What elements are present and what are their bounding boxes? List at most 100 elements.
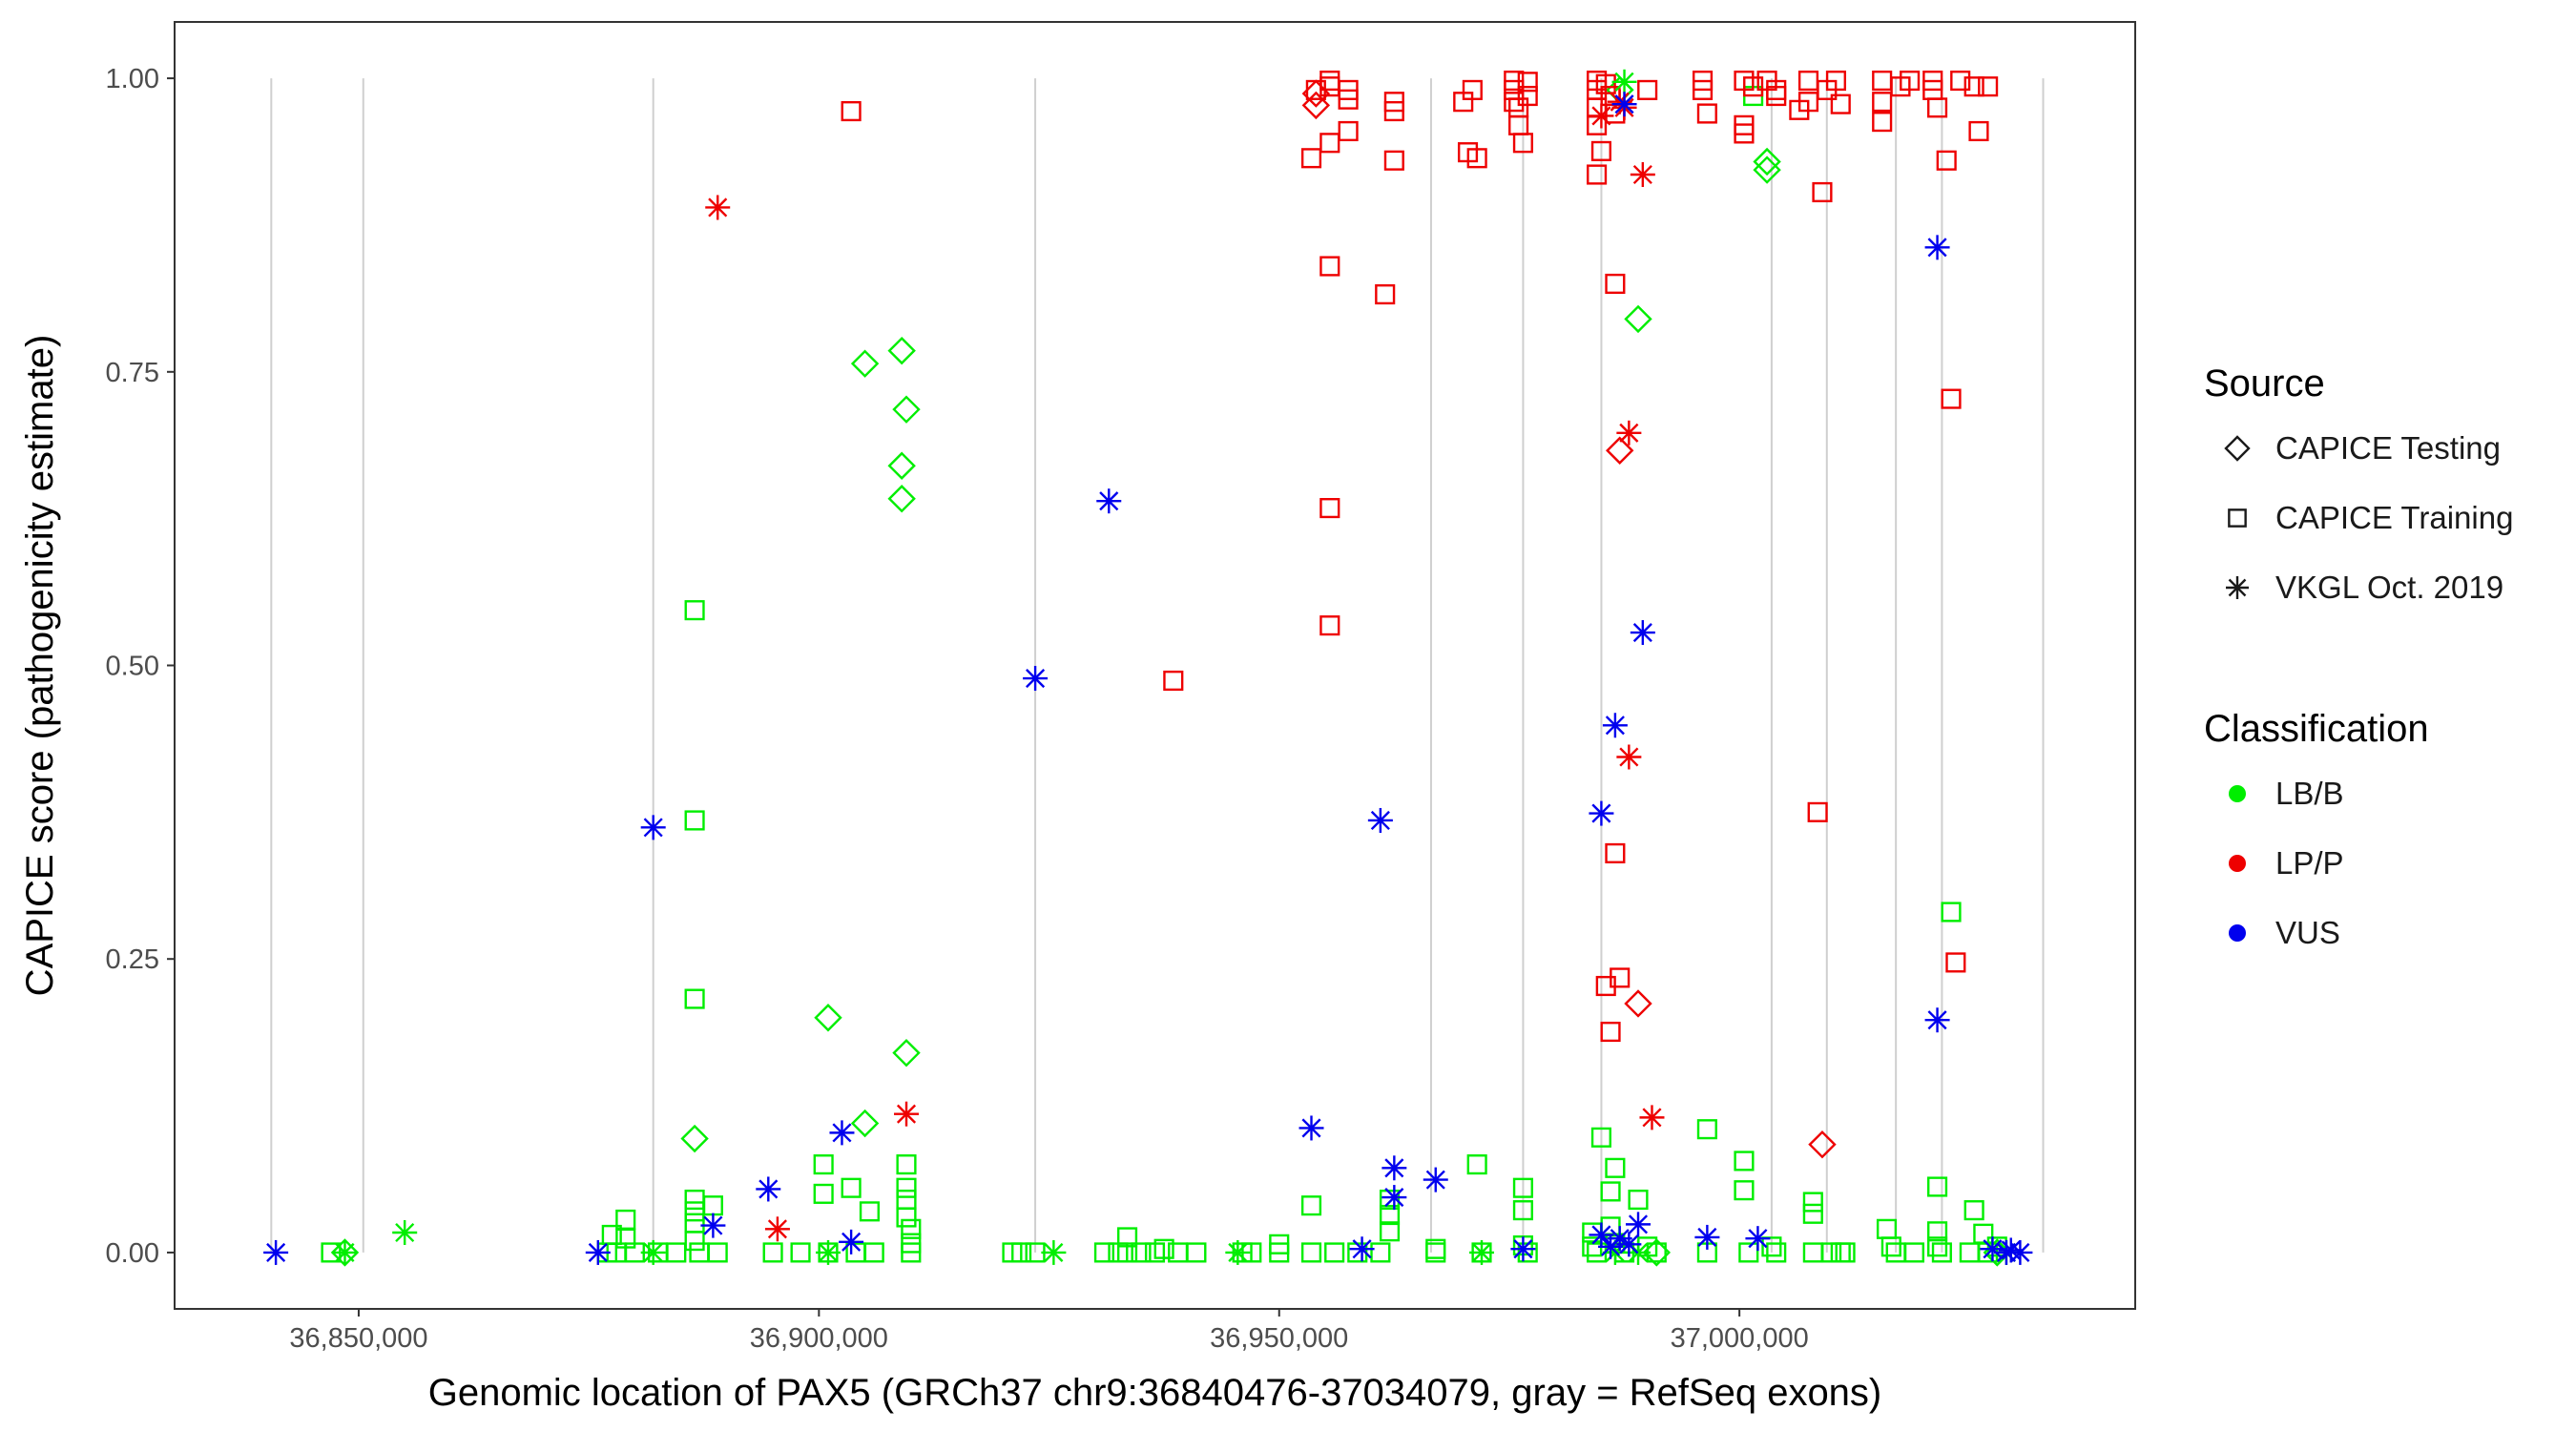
x-tick-label: 37,000,000: [1671, 1323, 1809, 1354]
data-point: [1517, 85, 1538, 107]
marker-square: [1766, 85, 1787, 107]
marker-square: [1941, 902, 1962, 923]
marker-square: [1466, 1154, 1487, 1175]
data-point: [1696, 103, 1717, 124]
data-point: [1696, 1119, 1717, 1140]
marker-asterisk-stroke: [1384, 1188, 1404, 1208]
marker-square: [1950, 70, 1971, 92]
data-point: [1300, 148, 1322, 169]
marker-asterisk-stroke: [1591, 803, 1611, 823]
marker-square: [896, 1154, 917, 1175]
marker-asterisk-stroke: [1614, 94, 1634, 114]
data-point: [1941, 902, 1962, 923]
marker-square: [1338, 120, 1359, 142]
data-point: [1694, 1224, 1720, 1250]
marker-diamond: [1606, 436, 1634, 465]
marker-square: [684, 1231, 705, 1252]
marker-square: [1830, 93, 1851, 114]
data-point: [1153, 1238, 1174, 1259]
marker-square: [1300, 1242, 1322, 1263]
marker-square: [1590, 140, 1611, 161]
data-point: [1186, 1242, 1207, 1263]
data-point: [901, 1242, 922, 1263]
data-point: [1605, 273, 1626, 295]
data-point: [1766, 85, 1787, 107]
marker-asterisk-stroke: [1471, 1242, 1492, 1262]
series-asterisk: [263, 92, 2033, 1265]
marker-square: [1802, 1192, 1823, 1213]
data-point: [863, 1242, 884, 1263]
marker-square: [1116, 1242, 1138, 1263]
marker-asterisk-stroke: [1927, 238, 1947, 258]
marker-square: [2228, 508, 2247, 528]
marker-square: [1978, 76, 1999, 97]
marker-square: [1738, 1242, 1759, 1263]
marker-square: [1734, 123, 1755, 144]
marker-asterisk-stroke: [1591, 106, 1611, 126]
data-point: [666, 1242, 687, 1263]
legend-classification: Classification LB/B LP/P VUS: [2204, 708, 2429, 950]
legend-source: Source CAPICE Testing CAPICE Training VKGL…: [2204, 363, 2513, 605]
data-point: [841, 100, 862, 122]
data-point: [2007, 1239, 2033, 1265]
marker-square: [1872, 112, 1893, 133]
marker-square: [1900, 70, 1921, 92]
data-point: [859, 1201, 880, 1222]
marker-asterisk-stroke: [1628, 1214, 1649, 1234]
data-point: [263, 1239, 289, 1265]
data-point: [756, 1176, 781, 1202]
marker-diamond: [680, 1124, 709, 1153]
marker-square: [1628, 1189, 1649, 1211]
marker-asterisk-stroke: [1610, 1229, 1630, 1249]
data-point: [1606, 436, 1634, 465]
data-point: [1766, 1242, 1787, 1263]
y-tick-label: 0.25: [106, 944, 159, 975]
data-point: [1927, 1236, 1948, 1257]
data-point: [1600, 1181, 1621, 1202]
marker-square: [1963, 1200, 1984, 1221]
marker-square: [1319, 256, 1340, 277]
marker-square: [1517, 85, 1538, 107]
marker-square: [841, 100, 862, 122]
data-point: [1628, 1189, 1649, 1211]
y-tick-label: 0.00: [106, 1238, 159, 1269]
data-point: [1807, 801, 1828, 822]
data-point: [1600, 1021, 1621, 1043]
data-point: [1512, 1177, 1533, 1198]
marker-asterisk-stroke: [1927, 1010, 1947, 1030]
marker-asterisk-stroke: [335, 1242, 355, 1262]
data-point: [1379, 1189, 1401, 1211]
marker-square: [1186, 1242, 1207, 1263]
data-point: [1319, 133, 1340, 154]
marker-square: [863, 1242, 884, 1263]
marker-square: [1383, 100, 1404, 122]
data-point: [894, 1101, 920, 1127]
marker-asterisk-stroke: [841, 1232, 862, 1252]
marker-asterisk-stroke: [1605, 716, 1625, 736]
data-point: [1812, 181, 1833, 203]
marker-asterisk-stroke: [1697, 1227, 1717, 1247]
marker-square: [1504, 92, 1525, 113]
marker-diamond: [1624, 304, 1652, 334]
legend-source-label: CAPICE Training: [2275, 500, 2513, 535]
marker-diamond: [814, 1004, 842, 1032]
marker-asterisk-stroke: [1632, 622, 1652, 643]
data-point: [1163, 670, 1184, 692]
data-point: [585, 1239, 611, 1265]
data-point: [1927, 1221, 1948, 1242]
marker-square: [1375, 283, 1396, 305]
marker-diamond: [2224, 435, 2251, 462]
marker-square: [1835, 1242, 1856, 1263]
data-point: [684, 600, 705, 621]
data-point: [1825, 70, 1847, 92]
marker-asterisk-stroke: [1384, 1158, 1404, 1178]
marker-diamond: [1753, 147, 1781, 176]
data-point: [1595, 975, 1616, 997]
marker-diamond: [1624, 989, 1652, 1018]
marker-asterisk-stroke: [1619, 423, 1639, 443]
data-point: [1624, 989, 1652, 1018]
marker-square: [1766, 1242, 1787, 1263]
data-point: [841, 1177, 862, 1198]
data-point: [392, 1219, 418, 1245]
marker-square: [1512, 1200, 1533, 1221]
